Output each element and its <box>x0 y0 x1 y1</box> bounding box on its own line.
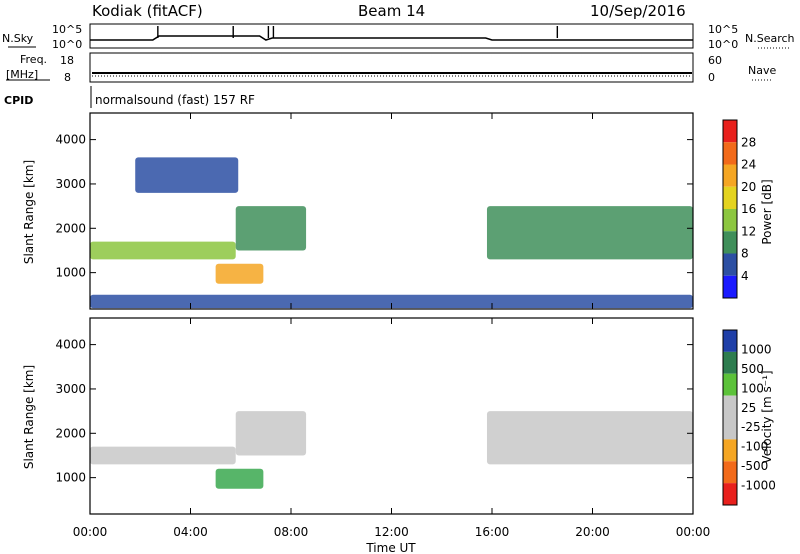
power-ylabel: Slant Range [km] <box>22 160 36 264</box>
freq-tick-bottom: 8 <box>64 71 71 84</box>
y-tick-label: 2000 <box>55 426 86 440</box>
echo-band <box>486 411 693 465</box>
velocity-colorbar-label: Velocity [m s⁻¹] <box>760 370 774 463</box>
y-tick-label: 3000 <box>55 177 86 191</box>
colorbar-tick: 20 <box>741 180 756 194</box>
noise-spikes <box>157 26 559 38</box>
power-colorbar: 28 24 20 16 12 8 4 <box>722 119 756 299</box>
x-tick-label: 20:00 <box>575 525 610 539</box>
echo-band <box>90 294 693 309</box>
colorbar-frame <box>722 329 738 506</box>
noise-tick-right-bottom: 10^0 <box>708 38 738 51</box>
noise-tick-left-bottom: 10^0 <box>52 38 82 51</box>
colorbar-frame <box>722 119 738 299</box>
colorbar-segment <box>723 209 737 232</box>
colorbar-segment <box>723 395 737 418</box>
power-echoes <box>90 157 693 309</box>
colorbar-segment <box>723 330 737 352</box>
colorbar-tick: 100 <box>741 381 764 395</box>
station-title: Kodiak (fitACF) <box>92 2 203 20</box>
nave-label: Nave <box>748 64 776 77</box>
echo-band <box>235 411 307 456</box>
noise-tick-right-top: 10^5 <box>708 23 738 36</box>
noise-tick-left-top: 10^5 <box>52 23 82 36</box>
power-y-ticks: 1000 2000 3000 4000 <box>55 133 693 280</box>
colorbar-segment <box>723 351 737 374</box>
y-tick-label: 3000 <box>55 382 86 396</box>
echo-band <box>135 157 239 193</box>
colorbar-segment <box>723 275 737 298</box>
freq-label-2: [MHz] <box>6 68 38 81</box>
colorbar-segment <box>723 461 737 484</box>
colorbar-segment <box>723 417 737 440</box>
velocity-colorbar: 1000 500 100 25 -25 -100 -500 -1000 <box>722 329 776 506</box>
cpid-label: CPID <box>4 94 33 107</box>
noise-sky-series <box>90 35 693 41</box>
echo-band <box>215 263 264 284</box>
power-colorbar-label: Power [dB] <box>760 179 774 244</box>
x-axis-label: Time UT <box>365 541 416 554</box>
colorbar-tick: -25 <box>741 420 761 434</box>
beam-title: Beam 14 <box>358 2 426 20</box>
colorbar-segment <box>723 483 737 505</box>
colorbar-segment <box>723 164 737 187</box>
velocity-y-ticks: 1000 2000 3000 4000 <box>55 338 693 485</box>
velocity-echoes <box>90 411 693 489</box>
x-ticks: 00:00 04:00 08:00 12:00 16:00 20:00 00:00 <box>73 113 711 539</box>
colorbar-tick: 1000 <box>741 342 772 356</box>
freq-panel <box>89 52 694 83</box>
colorbar-tick: 28 <box>741 135 756 149</box>
colorbar-tick: -500 <box>741 459 768 473</box>
x-tick-label: 00:00 <box>676 525 711 539</box>
echo-band <box>90 446 236 465</box>
colorbar-tick: 24 <box>741 158 756 172</box>
colorbar-tick: 25 <box>741 401 756 415</box>
x-tick-label: 04:00 <box>173 525 208 539</box>
x-tick-label: 08:00 <box>274 525 309 539</box>
colorbar-segment <box>723 253 737 276</box>
colorbar-tick: -100 <box>741 440 768 454</box>
nsky-label: N.Sky <box>2 32 34 45</box>
colorbar-tick: -1000 <box>741 479 776 493</box>
nave-tick-top: 60 <box>708 54 722 67</box>
colorbar-segment <box>723 231 737 254</box>
colorbar-segment <box>723 120 737 143</box>
velocity-ylabel: Slant Range [km] <box>22 365 36 469</box>
colorbar-segment <box>723 186 737 209</box>
colorbar-tick: 8 <box>741 247 749 261</box>
echo-band <box>90 241 236 260</box>
freq-label-1: Freq. <box>20 53 47 66</box>
colorbar-tick: 4 <box>741 269 749 283</box>
nsearch-label: N.Search <box>745 32 795 45</box>
noise-panel <box>89 23 694 49</box>
echo-band <box>215 468 264 489</box>
nave-tick-bottom: 0 <box>708 71 715 84</box>
colorbar-tick: 16 <box>741 202 756 216</box>
colorbar-segment <box>723 439 737 462</box>
x-tick-label: 00:00 <box>73 525 108 539</box>
y-tick-label: 1000 <box>55 471 86 485</box>
colorbar-segment <box>723 373 737 396</box>
y-tick-label: 2000 <box>55 221 86 235</box>
date-title: 10/Sep/2016 <box>590 2 686 20</box>
colorbar-segment <box>723 142 737 165</box>
x-tick-label: 12:00 <box>374 525 409 539</box>
cpid-value: normalsound (fast) 157 RF <box>95 93 255 107</box>
colorbar-tick: 500 <box>741 362 764 376</box>
y-tick-label: 1000 <box>55 266 86 280</box>
freq-tick-top: 18 <box>60 54 74 67</box>
echo-band <box>235 206 307 251</box>
y-tick-label: 4000 <box>55 338 86 352</box>
echo-band <box>486 206 693 260</box>
x-tick-label: 16:00 <box>475 525 510 539</box>
y-tick-label: 4000 <box>55 133 86 147</box>
colorbar-tick: 12 <box>741 224 756 238</box>
